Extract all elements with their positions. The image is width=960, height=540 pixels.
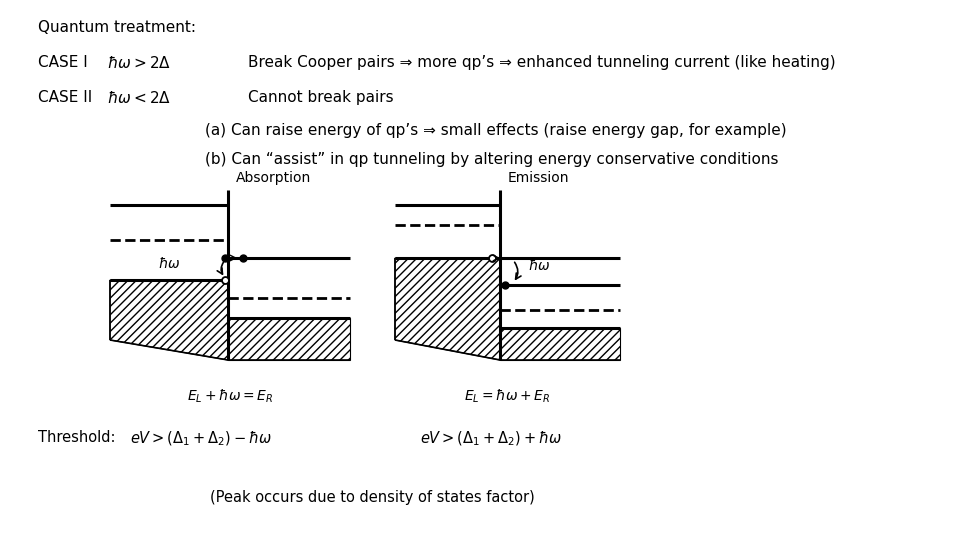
Text: $\hbar\omega$: $\hbar\omega$ bbox=[528, 258, 551, 273]
Text: $eV > (\Delta_1 + \Delta_2) - \hbar\omega$: $eV > (\Delta_1 + \Delta_2) - \hbar\omeg… bbox=[130, 430, 273, 448]
Text: $\hbar\omega > 2\Delta$: $\hbar\omega > 2\Delta$ bbox=[107, 55, 171, 71]
Text: Emission: Emission bbox=[508, 171, 569, 185]
Text: Break Cooper pairs ⇒ more qp’s ⇒ enhanced tunneling current (like heating): Break Cooper pairs ⇒ more qp’s ⇒ enhance… bbox=[248, 55, 835, 70]
Polygon shape bbox=[500, 328, 620, 360]
Text: $E_L = \hbar\omega + E_R$: $E_L = \hbar\omega + E_R$ bbox=[464, 388, 550, 406]
Text: CASE II: CASE II bbox=[38, 90, 92, 105]
Text: CASE I: CASE I bbox=[38, 55, 87, 70]
Polygon shape bbox=[228, 318, 350, 360]
Text: $\hbar\omega < 2\Delta$: $\hbar\omega < 2\Delta$ bbox=[107, 90, 171, 106]
Text: Cannot break pairs: Cannot break pairs bbox=[248, 90, 394, 105]
Polygon shape bbox=[395, 258, 500, 360]
Polygon shape bbox=[110, 280, 228, 360]
Text: $E_L + \hbar\omega = E_R$: $E_L + \hbar\omega = E_R$ bbox=[187, 388, 274, 406]
Text: (b) Can “assist” in qp tunneling by altering energy conservative conditions: (b) Can “assist” in qp tunneling by alte… bbox=[205, 152, 779, 167]
Text: Quantum treatment:: Quantum treatment: bbox=[38, 20, 196, 35]
Text: $\hbar\omega$: $\hbar\omega$ bbox=[158, 255, 180, 271]
Text: $eV > (\Delta_1 + \Delta_2) + \hbar\omega$: $eV > (\Delta_1 + \Delta_2) + \hbar\omeg… bbox=[420, 430, 563, 448]
Text: Threshold:: Threshold: bbox=[38, 430, 115, 445]
Text: (Peak occurs due to density of states factor): (Peak occurs due to density of states fa… bbox=[210, 490, 535, 505]
Text: (a) Can raise energy of qp’s ⇒ small effects (raise energy gap, for example): (a) Can raise energy of qp’s ⇒ small eff… bbox=[205, 123, 786, 138]
Text: Absorption: Absorption bbox=[236, 171, 311, 185]
